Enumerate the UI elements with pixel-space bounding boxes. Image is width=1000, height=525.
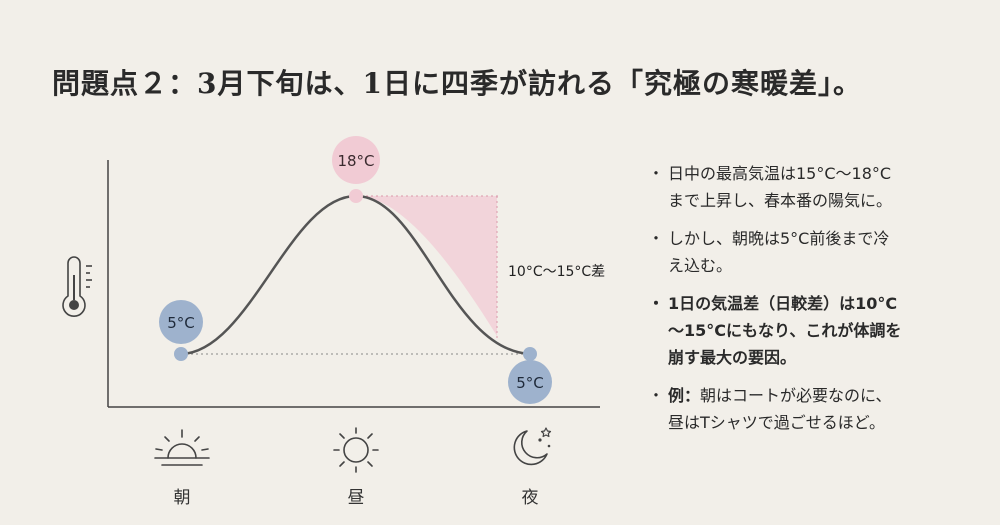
bullet-text: 日中の最高気温は15°C〜18°C [668,164,892,183]
moon-stars-icon [513,427,552,466]
noon-label: 昼 [348,488,365,508]
example-label: 例： [668,386,701,405]
bullet-text: まで上昇し、春本番の陽気に。 [668,191,893,210]
thermometer-icon [62,256,92,317]
bullet-text: 昼はTシャツで過ごせるほど。 [668,413,885,432]
list-item: しかし、朝晩は5°C前後まで冷 え込む。 [648,225,980,279]
page-title: 問題点２：3月下旬は、1日に四季が訪れる「究極の寒暖差」。 [52,67,862,100]
list-item: 日中の最高気温は15°C〜18°C まで上昇し、春本番の陽気に。 [648,160,980,214]
morning-label: 朝 [174,488,191,508]
morning-point [174,347,188,361]
sunrise-icon [154,429,210,466]
noon-point [349,189,363,203]
bullet-text: しかし、朝晩は5°C前後まで冷 [668,229,890,248]
temperature-range-area [356,196,497,336]
night-temp-bubble [508,360,552,404]
noon-temp-bubble [332,136,380,184]
bullet-text: え込む。 [668,256,733,275]
bullet-text: 崩す最大の要因。 [668,348,797,367]
temperature-range-label: 10°C〜15°C差 [508,264,605,280]
morning-temp: 5°C [167,314,195,332]
list-item: 1日の気温差（日較差）は10°C 〜15°Cにもなり、これが体調を 崩す最大の要… [648,290,980,371]
sun-icon [333,427,379,473]
noon-temp: 18°C [337,152,374,170]
explanation-list: 日中の最高気温は15°C〜18°C まで上昇し、春本番の陽気に。 しかし、朝晩は… [648,160,980,447]
night-temp: 5°C [516,374,544,392]
temperature-diagram: 5°C 18°C 5°C 10°C〜15°C差 [62,136,605,508]
bullet-text: 朝はコートが必要なのに、 [700,386,892,405]
bullet-text: 〜15°Cにもなり、これが体調を [668,321,902,340]
bullet-text: 1日の気温差（日較差）は10°C [668,294,898,313]
list-item: 例：朝はコートが必要なのに、 昼はTシャツで過ごせるほど。 [648,382,980,436]
morning-temp-bubble [159,300,203,344]
night-point [523,347,537,361]
night-label: 夜 [522,488,539,508]
